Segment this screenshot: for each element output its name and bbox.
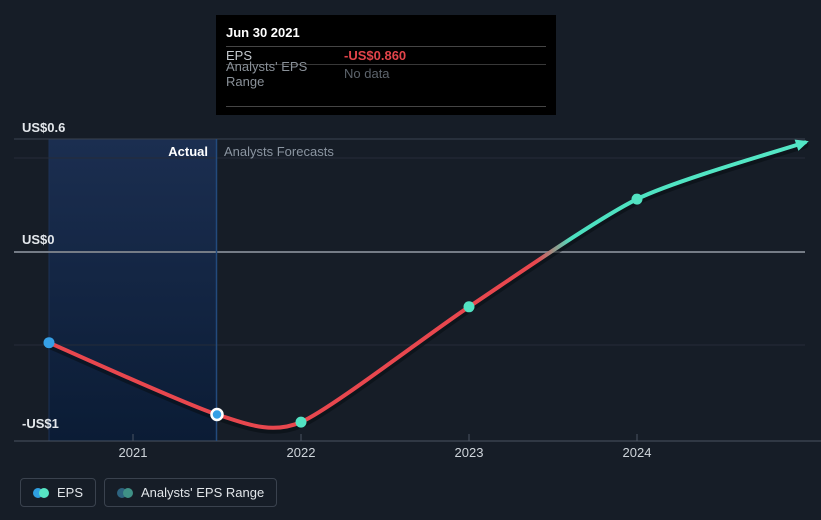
tooltip-eps-label: EPS [226,48,253,63]
tooltip-eps-row: EPS -US$0.860 [226,47,546,65]
analysts-range-legend-icon [117,487,134,498]
y-axis-label-top: US$0.6 [22,120,66,135]
chart-legend: EPS Analysts' EPS Range [20,478,278,507]
eps-data-points [43,139,809,428]
forecast-region-label: Analysts Forecasts [224,144,334,159]
x-axis-label-2023: 2023 [454,445,484,460]
actual-region-label: Actual [168,144,208,159]
actual-past-region [49,139,217,441]
tooltip-range-row: Analysts' EPS Range No data [226,59,546,89]
data-point[interactable] [463,301,475,313]
data-point-highlighted[interactable] [210,407,224,422]
eps-line-shadow [45,141,809,434]
tooltip-eps-value: -US$0.860 [344,48,407,63]
data-point[interactable] [631,193,643,205]
legend-toggle-eps[interactable]: EPS [20,478,97,507]
chart-tooltip: Jun 30 2021 EPS -US$0.860 Analysts' EPS … [216,15,556,115]
y-axis-label-zero: US$0 [22,232,55,247]
y-axis-label-bottom: -US$1 [22,416,59,431]
forecast-arrow-end [794,139,809,151]
tooltip-range-value: No data [344,66,390,81]
x-axis-label-2022: 2022 [286,445,316,460]
eps-line [47,140,807,430]
legend-analysts-range-label: Analysts' EPS Range [141,485,265,500]
data-point[interactable] [43,337,55,349]
x-axis-label-2021: 2021 [118,445,148,460]
x-axis-label-2024: 2024 [622,445,652,460]
eps-legend-icon [33,487,49,498]
tooltip-date-title: Jun 30 2021 [226,23,546,47]
chart-plot-area[interactable] [0,0,821,465]
data-point[interactable] [295,416,307,428]
tooltip-range-label: Analysts' EPS Range [226,58,308,89]
tooltip-bottom-divider [226,106,546,107]
legend-toggle-analysts-eps-range[interactable]: Analysts' EPS Range [104,478,278,507]
legend-eps-label: EPS [57,485,84,500]
